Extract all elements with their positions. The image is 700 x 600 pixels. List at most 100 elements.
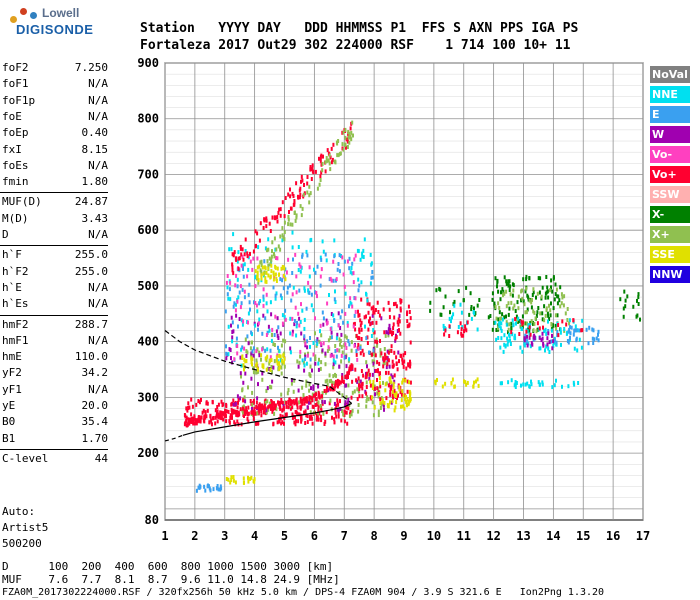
echo-point <box>546 336 549 341</box>
echo-point <box>349 270 352 275</box>
echo-point <box>530 382 533 387</box>
echo-point <box>320 360 323 365</box>
echo-point <box>289 350 292 355</box>
echo-point <box>374 392 376 397</box>
echo-point <box>332 365 335 370</box>
echo-point <box>392 322 395 327</box>
echo-point <box>256 411 259 416</box>
echo-point <box>378 313 381 318</box>
echo-point <box>404 351 407 356</box>
trace-point <box>285 400 288 405</box>
echo-point <box>296 320 298 325</box>
echo-point <box>308 193 311 198</box>
echo-point <box>312 341 315 345</box>
echo-point <box>227 352 230 357</box>
echo-point <box>371 320 374 325</box>
echo-point <box>376 340 379 345</box>
echo-point <box>325 321 328 326</box>
echo-point <box>291 329 294 334</box>
y-tick-label: 900 <box>137 56 159 70</box>
echo-point <box>632 304 635 309</box>
trace-point <box>220 411 223 416</box>
echo-point <box>231 262 234 267</box>
echo-point <box>275 247 278 252</box>
echo-point <box>216 405 219 409</box>
echo-point <box>521 314 524 319</box>
echo-point <box>501 381 503 386</box>
echo-point <box>289 346 292 351</box>
echo-point <box>384 382 387 387</box>
echo-point <box>284 196 287 200</box>
echo-point <box>347 339 350 344</box>
echo-point <box>328 373 331 378</box>
echo-point <box>371 386 374 390</box>
echo-point <box>352 271 355 276</box>
echo-point <box>534 316 537 321</box>
trace-point <box>235 410 238 414</box>
echo-point <box>409 395 411 400</box>
echo-point <box>240 252 243 257</box>
param-key: h`F <box>2 248 22 262</box>
echo-point <box>281 238 284 243</box>
echo-point <box>281 321 284 326</box>
echo-point <box>360 369 363 373</box>
param-key: B1 <box>2 431 16 445</box>
echo-point <box>468 312 471 317</box>
echo-point <box>366 371 369 376</box>
auto-code: 500200 <box>2 537 42 550</box>
echo-point <box>525 329 528 334</box>
echo-point <box>234 422 237 427</box>
echo-point <box>281 414 284 419</box>
echo-point <box>319 174 322 179</box>
trace-point <box>338 381 341 386</box>
echo-point <box>551 385 554 390</box>
echo-point <box>260 273 263 278</box>
echo-point <box>513 383 516 388</box>
echo-point <box>302 360 305 365</box>
echo-point <box>541 382 544 387</box>
echo-point <box>577 381 580 385</box>
echo-point <box>260 259 263 264</box>
echo-point <box>276 256 279 261</box>
trace-point <box>252 411 255 416</box>
echo-point <box>361 251 364 256</box>
echo-point <box>376 378 378 382</box>
echo-point <box>259 221 262 226</box>
echo-point <box>345 145 347 150</box>
echo-point <box>526 307 529 312</box>
echo-point <box>293 378 296 383</box>
logo-digisonde-text: DIGISONDE <box>16 22 94 37</box>
echo-point <box>392 331 395 335</box>
echo-point <box>348 131 351 136</box>
echo-point <box>526 343 529 348</box>
param-value: 8.15 <box>81 142 109 156</box>
echo-point <box>279 293 282 298</box>
echo-point <box>465 285 468 290</box>
echo-point <box>304 352 306 357</box>
echo-point <box>554 313 557 318</box>
echo-point <box>268 401 271 406</box>
echo-point <box>344 142 347 147</box>
echo-point <box>565 322 568 327</box>
trace-point <box>253 406 256 411</box>
echo-point <box>258 301 261 306</box>
echo-point <box>552 339 555 344</box>
echo-point <box>525 310 528 315</box>
echo-point <box>343 419 346 424</box>
echo-point <box>365 291 367 296</box>
echo-point <box>401 380 404 385</box>
echo-point <box>230 247 233 252</box>
param-value: 255.0 <box>74 248 108 262</box>
echo-point <box>344 403 347 408</box>
echo-point <box>497 317 500 322</box>
echo-point <box>269 275 272 280</box>
echo-point <box>357 288 360 293</box>
trace-point <box>244 409 247 414</box>
echo-point <box>380 316 383 321</box>
echo-point <box>324 160 327 165</box>
echo-point <box>553 383 556 388</box>
echo-point <box>366 364 368 369</box>
echo-point <box>256 265 259 270</box>
echo-point <box>251 357 254 362</box>
echo-point <box>348 357 351 362</box>
